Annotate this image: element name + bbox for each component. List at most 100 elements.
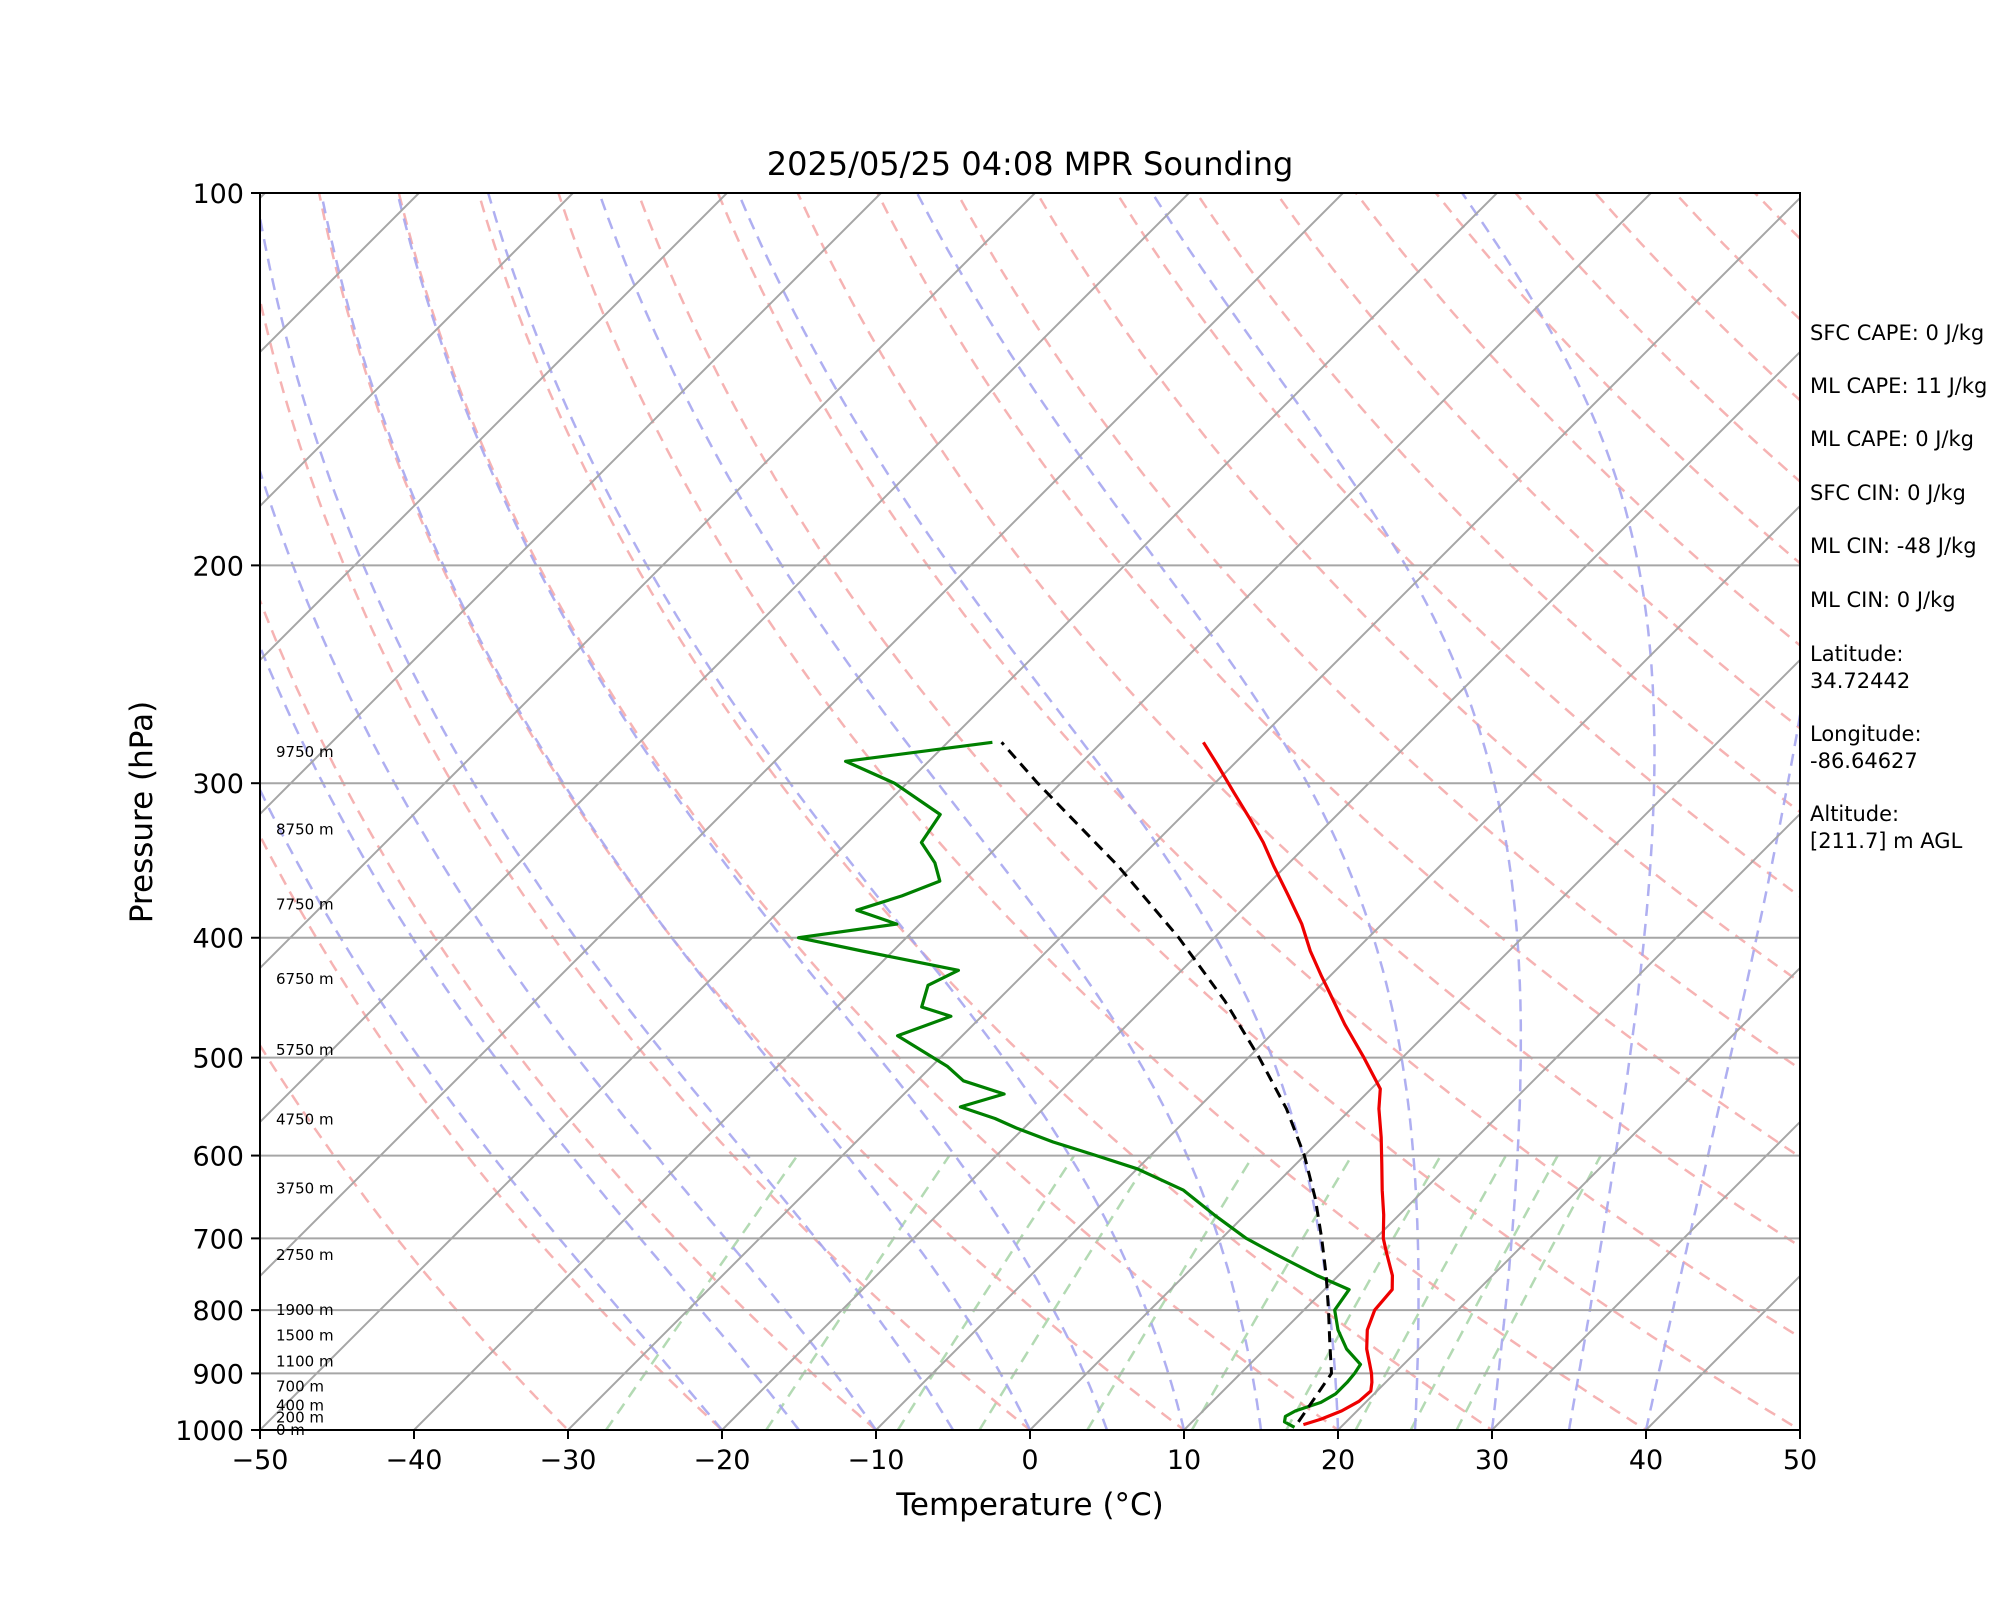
- isotherm-line: [720, 350, 1800, 1430]
- x-tick-label: −40: [386, 1445, 443, 1476]
- moist-adiabat-line: [396, 193, 1109, 1430]
- height-label: 5750 m: [276, 1041, 334, 1059]
- moist-adiabat-line: [737, 193, 1340, 1430]
- dry-adiabat-line: [260, 597, 878, 1430]
- latitude-label: Latitude:: [1810, 642, 1904, 666]
- y-axis-label: Pressure (hPa): [124, 701, 160, 923]
- moist-adiabat-line: [319, 193, 1032, 1430]
- isobar-gridlines: [260, 193, 1800, 1430]
- dry-adiabat-line: [477, 193, 1495, 1430]
- y-tick-label: 1000: [175, 1416, 244, 1447]
- x-tick-label: −50: [232, 1445, 289, 1476]
- dry-adiabat-line: [260, 833, 724, 1430]
- dry-adiabat-line: [317, 193, 1187, 1430]
- dry-adiabat-line: [636, 193, 1800, 1430]
- isotherm-lines: [260, 193, 1800, 1430]
- mixing-ratio-line: [1455, 1155, 1602, 1430]
- x-axis-ticks: −50 −40 −30 −20 −10 0 10 20 30 40 50: [232, 1430, 1817, 1476]
- height-label: 0 m: [276, 1421, 305, 1439]
- isotherm-line: [412, 193, 1653, 1430]
- sfc-cin-text: SFC CIN: 0 J/kg: [1810, 481, 1966, 505]
- background-lines: [260, 193, 1800, 1430]
- temperature-profile-line: [1202, 741, 1394, 1427]
- dry-adiabat-line: [260, 294, 1032, 1430]
- isotherm-line: [874, 504, 1800, 1430]
- moist-adiabat-line: [487, 193, 1186, 1430]
- y-tick-label: 300: [192, 769, 244, 800]
- isotherm-line: [260, 193, 1191, 1124]
- mixing-ratio-line: [1409, 1154, 1559, 1430]
- ml-cape-text-2: ML CAPE: 0 J/kg: [1810, 427, 1974, 451]
- x-tick-label: −20: [694, 1445, 751, 1476]
- x-axis-label: Temperature (°C): [895, 1487, 1164, 1523]
- height-label: 1900 m: [276, 1301, 334, 1319]
- dry-adiabat-line: [1274, 193, 1800, 730]
- y-tick-label: 600: [192, 1142, 244, 1173]
- chart-title: 2025/05/25 04:08 MPR Sounding: [767, 145, 1294, 183]
- moist-adiabat-line: [598, 193, 1263, 1430]
- ml-cin-text-2: ML CIN: 0 J/kg: [1810, 588, 1956, 612]
- height-label: 1500 m: [276, 1327, 334, 1345]
- ml-cape-text: ML CAPE: 11 J/kg: [1810, 374, 1987, 398]
- x-tick-label: 50: [1783, 1445, 1817, 1476]
- isotherm-line: [260, 193, 1345, 1278]
- longitude-value: -86.64627: [1810, 749, 1918, 773]
- moist-adiabat-lines: [260, 193, 1800, 1430]
- height-label: 2750 m: [276, 1246, 334, 1264]
- moist-adiabat-line: [260, 467, 878, 1430]
- height-label: 700 m: [276, 1377, 324, 1395]
- x-tick-label: 20: [1321, 1445, 1355, 1476]
- moist-adiabat-line: [1644, 707, 1800, 1430]
- height-label: 7750 m: [276, 896, 334, 914]
- info-panel: SFC CAPE: 0 J/kg ML CAPE: 11 J/kg ML CAP…: [1810, 321, 1987, 853]
- mixing-ratio-line: [1086, 1154, 1255, 1430]
- height-label: 3750 m: [276, 1180, 334, 1198]
- height-label: 4750 m: [276, 1111, 334, 1129]
- dry-adiabat-line: [557, 193, 1649, 1430]
- height-label: 1100 m: [276, 1352, 334, 1370]
- dry-adiabat-line: [1035, 193, 1800, 984]
- moist-adiabat-line: [1151, 193, 1523, 1430]
- height-label: 6750 m: [276, 970, 334, 988]
- dry-adiabat-line: [796, 193, 1800, 1248]
- isotherm-line: [260, 193, 1037, 970]
- isotherm-line: [260, 193, 729, 662]
- x-tick-label: 30: [1475, 1445, 1509, 1476]
- y-tick-label: 200: [192, 551, 244, 582]
- dry-adiabat-lines: [260, 193, 1800, 1430]
- altitude-label: Altitude:: [1810, 802, 1899, 826]
- dry-adiabat-line: [260, 1043, 570, 1430]
- moist-adiabat-line: [260, 210, 955, 1430]
- dry-adiabat-line: [955, 193, 1800, 1071]
- isotherm-line: [260, 193, 1499, 1430]
- height-label: 8750 m: [276, 821, 334, 839]
- isotherm-line: [1028, 658, 1800, 1430]
- y-tick-label: 900: [192, 1359, 244, 1390]
- moist-adiabat-line: [915, 193, 1420, 1430]
- isotherm-line: [1490, 1120, 1800, 1430]
- longitude-label: Longitude:: [1810, 722, 1922, 746]
- isotherm-line: [1336, 966, 1800, 1430]
- height-label: 9750 m: [276, 743, 334, 761]
- dry-adiabat-line: [876, 193, 1800, 1159]
- x-tick-label: 40: [1629, 1445, 1663, 1476]
- x-tick-label: 10: [1167, 1445, 1201, 1476]
- isotherm-line: [1182, 812, 1800, 1430]
- mixing-ratio-line: [1285, 1154, 1442, 1430]
- y-tick-label: 400: [192, 924, 244, 955]
- y-tick-label: 700: [192, 1224, 244, 1255]
- altitude-value: [211.7] m AGL: [1810, 829, 1963, 853]
- x-tick-label: −30: [540, 1445, 597, 1476]
- latitude-value: 34.72442: [1810, 669, 1910, 693]
- sfc-cape-text: SFC CAPE: 0 J/kg: [1810, 321, 1984, 345]
- height-label: 200 m: [276, 1409, 324, 1427]
- y-tick-label: 100: [192, 179, 244, 210]
- x-tick-label: 0: [1021, 1445, 1038, 1476]
- dewpoint-profile-line: [796, 740, 1363, 1429]
- sounding-profiles: [796, 740, 1394, 1429]
- y-tick-label: 800: [192, 1296, 244, 1327]
- y-tick-label: 500: [192, 1044, 244, 1075]
